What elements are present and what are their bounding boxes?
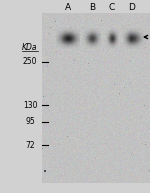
Text: 95: 95: [25, 118, 35, 126]
Text: C: C: [109, 3, 115, 13]
Text: A: A: [65, 3, 71, 13]
Text: 250: 250: [23, 58, 37, 67]
Text: 72: 72: [25, 141, 35, 150]
Text: KDa: KDa: [22, 43, 38, 52]
Text: B: B: [89, 3, 95, 13]
Text: 130: 130: [23, 101, 37, 109]
Text: D: D: [129, 3, 135, 13]
